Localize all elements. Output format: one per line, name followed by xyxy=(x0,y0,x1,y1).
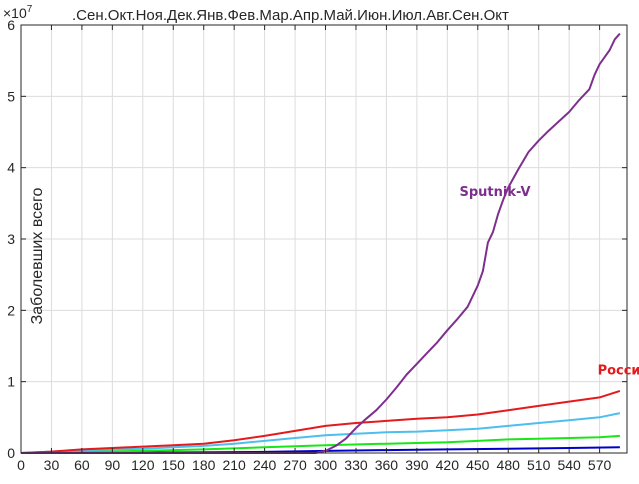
x-tick-label: 570 xyxy=(588,457,612,473)
x-tick-label: 330 xyxy=(344,457,368,473)
y-tick-label: 3 xyxy=(7,231,15,247)
series-line xyxy=(20,412,621,454)
x-axis-ticks: 0 30 60 90 120 150 180 210 240 270 300 330 360 390 420… xyxy=(17,25,611,473)
x-tick-label: 420 xyxy=(436,457,460,473)
x-tick-label: 210 xyxy=(222,457,246,473)
top-axis-month-labels: .Сен.Окт.Ноя.Дек.Янв.Фев.Мар.Апр.Май.Июн… xyxy=(72,7,509,24)
x-tick-label: 240 xyxy=(253,457,277,473)
grid xyxy=(20,24,627,454)
series-line xyxy=(20,434,620,454)
x-tick-label: 30 xyxy=(44,457,60,473)
x-tick-label: 0 xyxy=(17,457,25,473)
y-tick-label: 2 xyxy=(7,302,15,318)
x-tick-label: 360 xyxy=(375,457,399,473)
x-tick-label: 120 xyxy=(131,457,155,473)
y-tick-label: 4 xyxy=(7,160,15,176)
x-tick-label: 450 xyxy=(466,457,490,473)
x-tick-label: 150 xyxy=(162,457,186,473)
x-tick-label: 300 xyxy=(314,457,338,473)
x-tick-label: 390 xyxy=(405,457,429,473)
y-tick-label: 6 xyxy=(7,17,15,33)
x-tick-label: 540 xyxy=(557,457,581,473)
y-tick-label: 5 xyxy=(7,88,15,104)
x-tick-label: 480 xyxy=(497,457,521,473)
x-tick-label: 510 xyxy=(527,457,551,473)
y-exponent-label: ×107 xyxy=(3,4,33,21)
series-line-sputnik-v xyxy=(21,32,621,454)
series-line-россия xyxy=(20,389,621,454)
annotation-label: Sputnik-V xyxy=(460,185,531,200)
y-axis-label: Заболевших всего xyxy=(29,187,46,324)
x-tick-label: 90 xyxy=(105,457,121,473)
y-exponent-power: 7 xyxy=(27,4,33,15)
annotation-label: Россия xyxy=(598,364,639,379)
x-tick-label: 60 xyxy=(74,457,90,473)
y-axis-ticks: 0 1 2 3 4 5 6 xyxy=(7,17,627,461)
annotations: Sputnik-V Россия xyxy=(460,185,639,378)
y-tick-label: 1 xyxy=(7,374,15,390)
x-tick-label: 180 xyxy=(192,457,216,473)
y-tick-label: 0 xyxy=(7,445,15,461)
x-tick-label: 270 xyxy=(283,457,307,473)
